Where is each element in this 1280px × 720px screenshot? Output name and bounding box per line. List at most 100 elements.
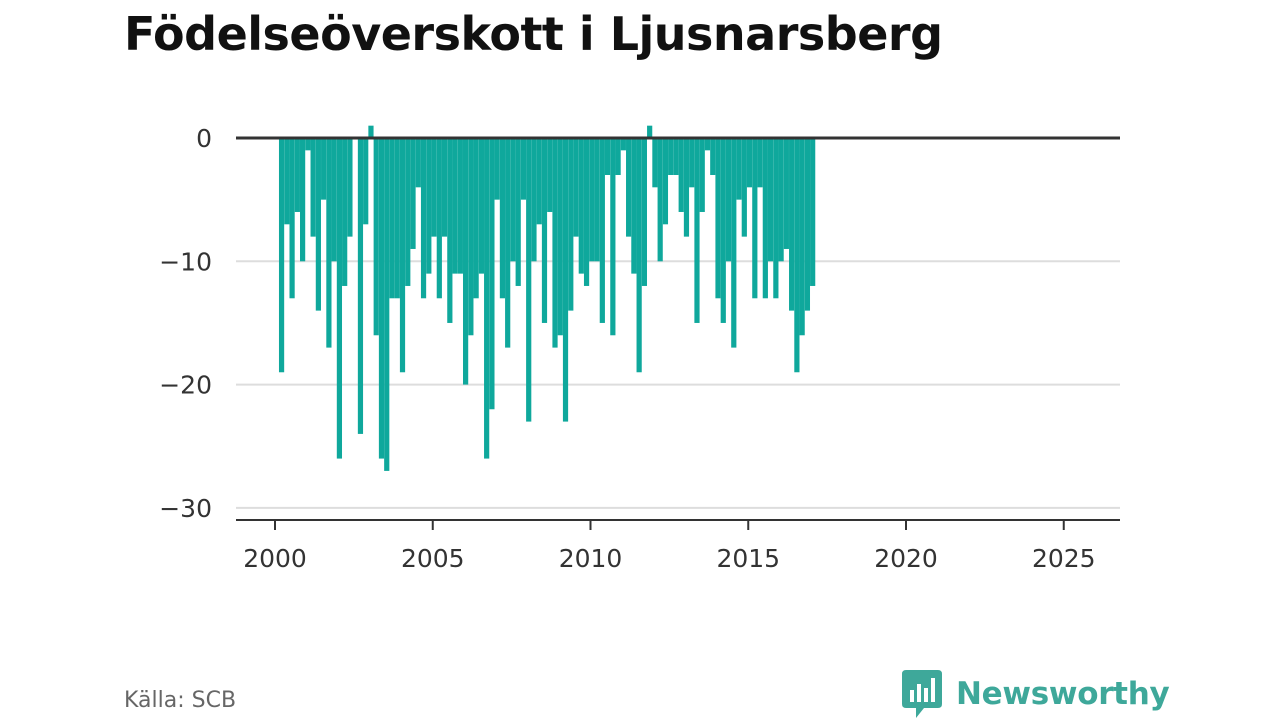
bar [741,138,747,237]
bar [715,138,721,299]
bar [499,138,506,299]
bar [278,138,285,373]
bar [347,138,353,237]
bar [305,138,311,151]
bar [363,138,369,225]
bar [468,138,474,336]
bar [699,138,705,212]
bar [342,138,348,286]
bar [641,138,647,286]
bar [373,138,379,336]
source-note: Källa: SCB [124,688,237,713]
bar [794,138,800,373]
bars [278,125,816,471]
bar [336,138,343,459]
bar [420,138,427,299]
bar [494,138,500,200]
bar [505,138,511,348]
bar [447,138,453,323]
bar [510,138,516,262]
bar [489,138,495,410]
bar [668,138,674,175]
bar [431,138,437,237]
bar [394,138,400,299]
bar [804,138,811,311]
chart-title: Födelseöverskott i Ljusnarsberg [124,7,943,61]
bar [300,138,306,262]
bar [399,138,406,373]
bar [541,138,548,323]
bar [536,138,542,225]
y-tick-label: −10 [159,247,212,276]
bar [720,138,726,323]
gridlines [236,260,1120,509]
bar [326,138,332,348]
bar [478,138,484,274]
bar [526,138,532,422]
bar [810,138,816,286]
bar [321,138,327,200]
y-tick-label: −20 [159,371,212,400]
bar [678,138,684,212]
y-axis-ticks: 0 −10 −20 −30 [159,124,212,523]
bar [436,138,442,299]
bar [378,138,385,459]
bar [315,138,321,311]
bar [552,138,558,348]
bar [573,138,579,237]
axes [236,136,1120,521]
bar [746,138,753,188]
bar [426,138,432,274]
bar [289,138,295,299]
bar [520,138,527,200]
bar [652,138,658,188]
x-tick-label: 2025 [1032,544,1096,573]
bar [673,138,679,175]
y-tick-label: 0 [196,124,212,153]
newsworthy-brand[interactable]: Newsworthy [902,670,1170,718]
x-tick-label: 2020 [874,544,938,573]
bar [736,138,742,200]
bar [599,138,605,323]
bar [620,138,626,151]
bar [531,138,537,262]
bar [578,138,584,274]
bar [773,138,779,299]
bar [463,138,469,385]
bar [683,138,690,237]
bar [704,138,711,151]
newsworthy-logo-icon [902,670,942,718]
bar [615,138,621,175]
bar [589,138,595,262]
bar [725,138,732,262]
bar [662,138,669,225]
bar [783,138,789,249]
bar [604,138,611,175]
bar [473,138,479,299]
bar [368,125,374,138]
bar [762,138,768,299]
bar [568,138,574,311]
x-tick-label: 2010 [559,544,623,573]
bar [647,125,653,138]
bar [731,138,737,348]
bar [562,138,569,422]
bar [389,138,395,299]
x-axis-ticks: 2000 2005 2010 2015 2020 2025 [243,520,1096,573]
bar [405,138,411,286]
x-tick-label: 2005 [401,544,465,573]
bar [778,138,784,262]
bar [636,138,642,373]
bar [557,138,563,336]
bar [284,138,290,225]
bar [631,138,637,274]
x-tick-label: 2015 [716,544,780,573]
bar [331,138,337,262]
bar [752,138,758,299]
y-tick-label: −30 [159,494,212,523]
bar [689,138,695,188]
bar [357,138,364,434]
bar [583,138,590,286]
bar [757,138,763,188]
